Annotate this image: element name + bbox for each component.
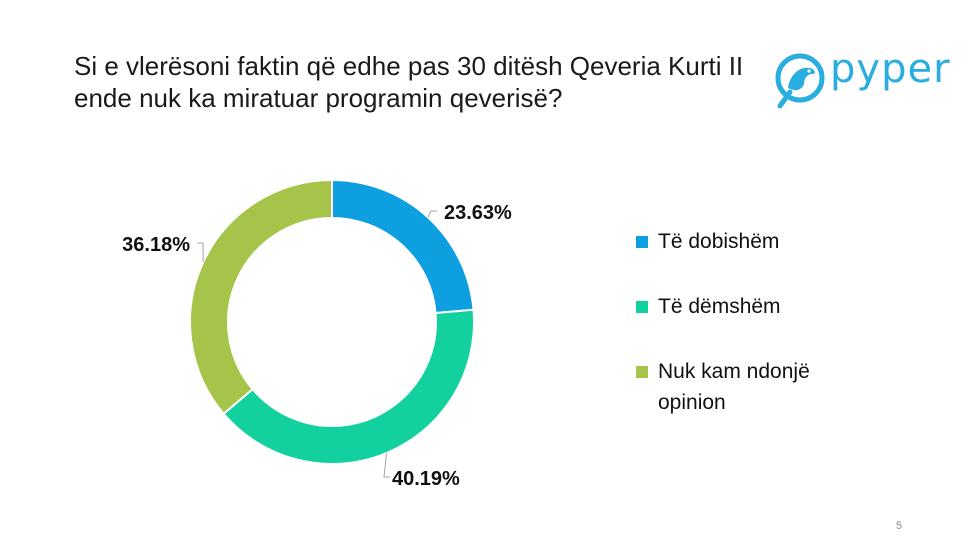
slice-te-dobishem [331,178,475,315]
legend-label: Të dobishëm [658,230,780,253]
slice-nuk-kam-opinion [189,178,333,416]
page-number: 5 [896,520,903,532]
leader-line [197,242,204,263]
legend-item-te-dobishem: Të dobishëm [636,226,916,257]
bird-icon [775,53,825,109]
title-line-1: Si e vlerësoni faktin që edhe pas 30 dit… [74,51,744,81]
legend-item-te-demshem: Të dëmshëm [636,291,916,322]
donut-slices [189,178,475,465]
legend-swatch [636,366,648,378]
legend-label: Të dëmshëm [658,295,781,318]
leader-line [383,453,390,478]
legend-swatch [636,301,648,313]
slide-title: Si e vlerësoni faktin që edhe pas 30 dit… [74,50,764,114]
legend-swatch [636,236,648,248]
leader-line [427,210,437,218]
legend-item-nuk-kam-opinion: Nuk kam ndonjë opinion [636,356,916,418]
legend-label: Nuk kam ndonjë opinion [658,360,810,414]
leader-lines [197,210,437,478]
logo-wordmark: pyper [830,46,951,92]
pyper-logo [775,53,825,109]
data-label-te-demshem: 40.19% [392,468,460,490]
donut-chart: 23.63% 40.19% 36.18% [122,178,512,490]
data-label-te-dobishem: 23.63% [444,202,512,224]
slice-te-demshem [222,308,475,465]
chart-legend: Të dobishëm Të dëmshëm Nuk kam ndonjë op… [636,226,916,418]
title-line-2: ende nuk ka miratuar programin qeverisë? [74,83,563,113]
data-labels: 23.63% 40.19% 36.18% [122,202,512,490]
data-label-nuk-kam-opinion: 36.18% [122,234,190,256]
